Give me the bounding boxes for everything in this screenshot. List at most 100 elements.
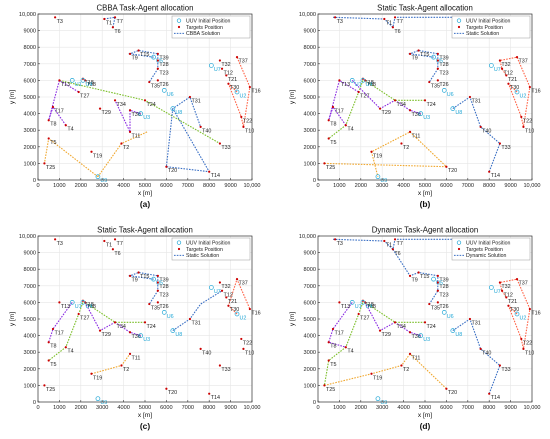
target-label: T19 (93, 375, 102, 381)
target-point (103, 17, 106, 21)
target-point (128, 331, 132, 334)
target-label: T7 (397, 19, 403, 25)
target-point (156, 274, 159, 277)
target-point (156, 289, 159, 292)
target-label: T33 (221, 367, 230, 373)
target-point (188, 317, 192, 321)
route-line (332, 238, 505, 251)
uuv-point (431, 276, 436, 282)
target-label: T38 (87, 304, 96, 310)
target-point (128, 52, 132, 55)
uuv-label: U3 (143, 115, 150, 121)
uuv-label: U9 (380, 178, 387, 184)
legend-box (171, 15, 251, 39)
x-tick-label: 5000 (419, 183, 431, 189)
target-point (156, 67, 159, 70)
uuv-point (418, 333, 424, 338)
target-point (148, 302, 151, 306)
uuv-point (514, 311, 520, 317)
target-point (436, 274, 439, 277)
route-line (84, 301, 145, 323)
target-label: T29 (102, 110, 111, 116)
chart-panel-4: T1 T2 T3 T4 T5 T6 T7 T8 T9 T10 T11 T12 T13 T14 T15 T16 T… (289, 226, 541, 432)
route-line (165, 96, 211, 173)
target-point (498, 364, 501, 367)
uuv-point (360, 300, 366, 305)
x-axis-label: x [m] (418, 412, 432, 419)
route-line (328, 79, 359, 126)
target-label: T22 (523, 340, 532, 346)
target-label: T26 (159, 82, 168, 88)
legend-label: UUV Initial Position (186, 240, 231, 246)
target-label: T2 (123, 367, 129, 373)
target-label: T8 (50, 344, 56, 350)
target-point (113, 321, 117, 324)
uuv-label: U9 (100, 178, 107, 184)
target-label: T37 (519, 59, 528, 65)
target-point (408, 274, 412, 277)
x-tick-label: 4000 (397, 183, 409, 189)
target-label: T31 (471, 99, 480, 105)
target-label: T34 (397, 102, 406, 108)
uuv-label: U7 (214, 67, 221, 73)
legend-box (171, 237, 251, 261)
target-label: T24 (427, 324, 436, 330)
uuv-point (151, 276, 156, 282)
y-tick-label: 6000 (304, 300, 316, 306)
target-point (242, 347, 245, 350)
target-label: T2 (403, 367, 409, 373)
target-label: T34 (397, 324, 406, 330)
target-point (120, 142, 123, 145)
target-label: T16 (531, 89, 540, 95)
route-line (328, 302, 353, 348)
target-label: T4 (347, 349, 353, 355)
legend-target-marker (177, 247, 181, 251)
uuv-point (138, 333, 144, 338)
y-tick-label: 0 (33, 178, 36, 184)
target-label: T39 (439, 55, 448, 61)
target-point (143, 99, 147, 102)
uuv-point (360, 78, 366, 83)
target-point (520, 115, 523, 119)
target-point (323, 162, 326, 165)
target-label: T13 (341, 304, 350, 310)
target-point (47, 137, 50, 140)
chart-panel-2: T1 T2 T3 T4 T5 T6 T7 T8 T9 T10 T11 T12 T13 T14 T15 T16 T… (289, 4, 541, 210)
target-label: T35 (151, 84, 160, 90)
target-point (357, 90, 360, 94)
target-label: T23 (439, 292, 448, 298)
uuv-point (170, 106, 176, 111)
route-line (48, 79, 79, 126)
target-point (479, 347, 482, 350)
target-label: T23 (439, 70, 448, 76)
uuv-label: U2 (520, 316, 527, 322)
target-label: T32 (501, 62, 510, 68)
uuv-label: U3 (423, 115, 430, 121)
target-point (156, 281, 159, 284)
uuv-point (375, 396, 381, 402)
target-point (248, 85, 251, 89)
target-label: T23 (159, 70, 168, 76)
x-tick-label: 7000 (462, 405, 474, 411)
target-point (113, 16, 117, 19)
route-line (452, 96, 501, 172)
route-line (227, 56, 251, 128)
target-point (408, 109, 412, 112)
legend-label: UUV Initial Position (466, 240, 511, 246)
target-label: T39 (159, 277, 168, 283)
target-point (498, 281, 501, 284)
route-line (452, 318, 501, 394)
legend-label: UUV Initial Position (466, 18, 511, 24)
uuv-point (151, 54, 156, 60)
uuv-point (161, 88, 167, 93)
target-point (370, 372, 373, 375)
target-point (344, 346, 347, 349)
x-tick-label: 5000 (419, 405, 431, 411)
x-tick-label: 3000 (96, 405, 108, 411)
uuv-point (208, 63, 214, 68)
target-point (327, 359, 330, 362)
route-line (364, 79, 425, 101)
uuv-label: U4 (85, 82, 92, 88)
